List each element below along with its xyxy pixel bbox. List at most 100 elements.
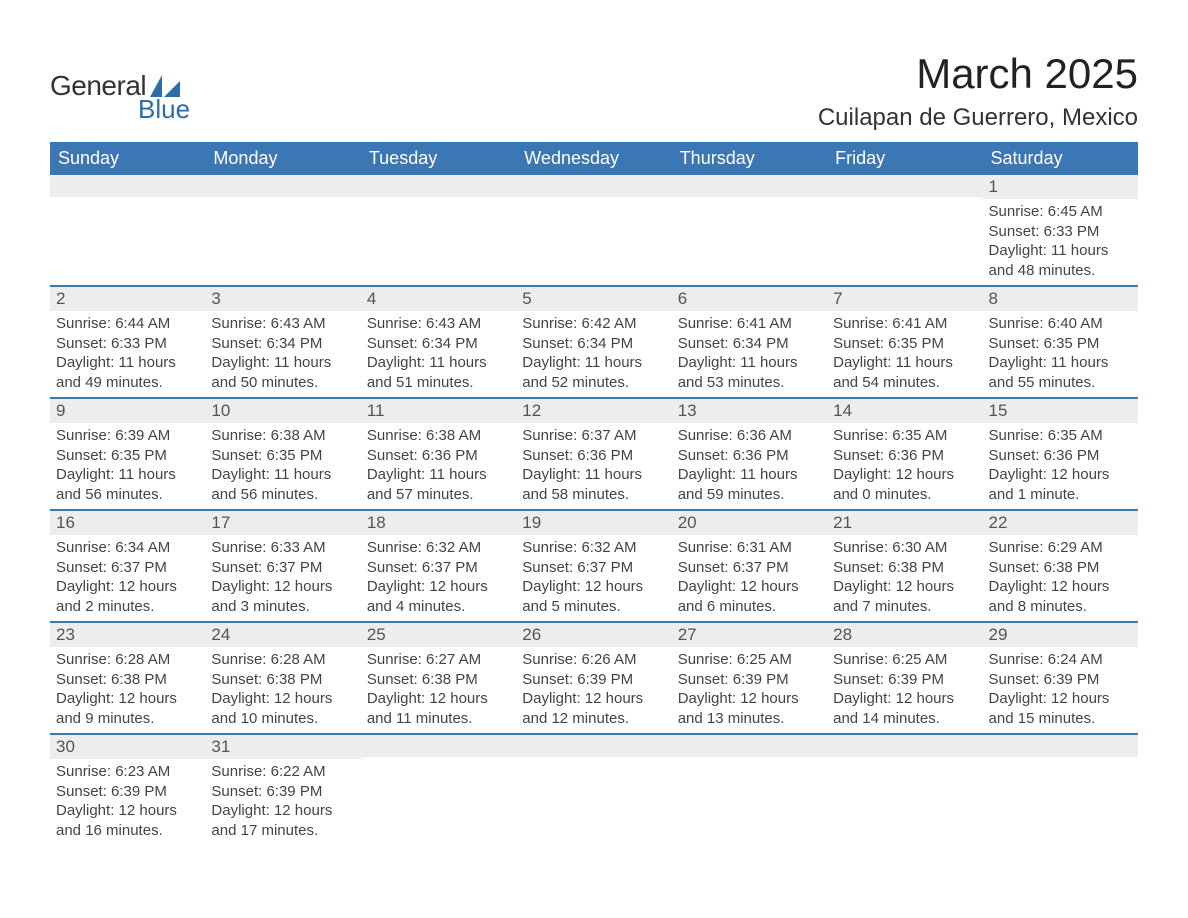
cell-line-sunrise: Sunrise: 6:34 AM — [56, 538, 199, 558]
day-number: 4 — [361, 287, 516, 311]
day-header-saturday: Saturday — [983, 142, 1138, 175]
cell-line-daylight1: Daylight: 12 hours — [833, 689, 976, 709]
day-number — [361, 175, 516, 197]
cell-line-sunset: Sunset: 6:38 PM — [56, 670, 199, 690]
day-number: 21 — [827, 511, 982, 535]
cell-line-sunset: Sunset: 6:33 PM — [989, 222, 1132, 242]
cell-line-sunset: Sunset: 6:38 PM — [211, 670, 354, 690]
cell-body: Sunrise: 6:32 AMSunset: 6:37 PMDaylight:… — [516, 535, 671, 621]
calendar-cell: 16Sunrise: 6:34 AMSunset: 6:37 PMDayligh… — [50, 511, 205, 621]
calendar-cell: 15Sunrise: 6:35 AMSunset: 6:36 PMDayligh… — [983, 399, 1138, 509]
cell-line-daylight1: Daylight: 12 hours — [56, 577, 199, 597]
cell-line-daylight1: Daylight: 11 hours — [211, 353, 354, 373]
cell-line-sunrise: Sunrise: 6:26 AM — [522, 650, 665, 670]
header: General Blue March 2025 Cuilapan de Guer… — [50, 50, 1138, 132]
cell-line-sunrise: Sunrise: 6:41 AM — [833, 314, 976, 334]
cell-body: Sunrise: 6:35 AMSunset: 6:36 PMDaylight:… — [983, 423, 1138, 509]
calendar-week: 1Sunrise: 6:45 AMSunset: 6:33 PMDaylight… — [50, 175, 1138, 285]
day-headers-row: Sunday Monday Tuesday Wednesday Thursday… — [50, 142, 1138, 175]
day-number: 1 — [983, 175, 1138, 199]
day-header-sunday: Sunday — [50, 142, 205, 175]
calendar-cell — [50, 175, 205, 285]
cell-body: Sunrise: 6:25 AMSunset: 6:39 PMDaylight:… — [827, 647, 982, 733]
cell-line-daylight1: Daylight: 12 hours — [211, 577, 354, 597]
day-number — [827, 175, 982, 197]
calendar-cell — [827, 175, 982, 285]
cell-line-daylight1: Daylight: 12 hours — [833, 465, 976, 485]
cell-line-sunrise: Sunrise: 6:35 AM — [989, 426, 1132, 446]
cell-line-sunrise: Sunrise: 6:28 AM — [56, 650, 199, 670]
cell-line-sunset: Sunset: 6:37 PM — [367, 558, 510, 578]
cell-line-sunrise: Sunrise: 6:32 AM — [367, 538, 510, 558]
cell-body: Sunrise: 6:43 AMSunset: 6:34 PMDaylight:… — [361, 311, 516, 397]
cell-body: Sunrise: 6:39 AMSunset: 6:35 PMDaylight:… — [50, 423, 205, 509]
cell-line-sunrise: Sunrise: 6:32 AM — [522, 538, 665, 558]
cell-line-daylight2: and 57 minutes. — [367, 485, 510, 505]
cell-line-sunset: Sunset: 6:38 PM — [833, 558, 976, 578]
cell-line-daylight2: and 1 minute. — [989, 485, 1132, 505]
logo: General Blue — [50, 70, 190, 125]
day-number: 10 — [205, 399, 360, 423]
cell-line-sunrise: Sunrise: 6:24 AM — [989, 650, 1132, 670]
calendar-cell: 29Sunrise: 6:24 AMSunset: 6:39 PMDayligh… — [983, 623, 1138, 733]
weeks-container: 1Sunrise: 6:45 AMSunset: 6:33 PMDaylight… — [50, 175, 1138, 845]
day-number — [50, 175, 205, 197]
cell-line-daylight1: Daylight: 12 hours — [211, 689, 354, 709]
cell-line-sunset: Sunset: 6:39 PM — [678, 670, 821, 690]
cell-line-daylight2: and 16 minutes. — [56, 821, 199, 841]
cell-line-sunset: Sunset: 6:39 PM — [211, 782, 354, 802]
cell-line-daylight1: Daylight: 12 hours — [678, 577, 821, 597]
day-number — [516, 175, 671, 197]
calendar-cell — [672, 175, 827, 285]
day-header-thursday: Thursday — [672, 142, 827, 175]
cell-line-daylight1: Daylight: 12 hours — [367, 577, 510, 597]
calendar-cell — [827, 735, 982, 845]
day-number: 22 — [983, 511, 1138, 535]
cell-line-daylight1: Daylight: 11 hours — [367, 465, 510, 485]
cell-line-sunrise: Sunrise: 6:36 AM — [678, 426, 821, 446]
day-number: 28 — [827, 623, 982, 647]
day-number: 25 — [361, 623, 516, 647]
calendar: Sunday Monday Tuesday Wednesday Thursday… — [50, 142, 1138, 845]
cell-body: Sunrise: 6:38 AMSunset: 6:36 PMDaylight:… — [361, 423, 516, 509]
calendar-cell: 12Sunrise: 6:37 AMSunset: 6:36 PMDayligh… — [516, 399, 671, 509]
cell-line-daylight2: and 5 minutes. — [522, 597, 665, 617]
cell-body: Sunrise: 6:37 AMSunset: 6:36 PMDaylight:… — [516, 423, 671, 509]
cell-line-sunrise: Sunrise: 6:22 AM — [211, 762, 354, 782]
cell-line-daylight2: and 50 minutes. — [211, 373, 354, 393]
day-number: 24 — [205, 623, 360, 647]
cell-line-sunset: Sunset: 6:36 PM — [367, 446, 510, 466]
cell-line-daylight2: and 17 minutes. — [211, 821, 354, 841]
cell-line-sunset: Sunset: 6:33 PM — [56, 334, 199, 354]
cell-line-daylight2: and 11 minutes. — [367, 709, 510, 729]
cell-line-sunset: Sunset: 6:35 PM — [56, 446, 199, 466]
calendar-cell: 5Sunrise: 6:42 AMSunset: 6:34 PMDaylight… — [516, 287, 671, 397]
cell-body: Sunrise: 6:40 AMSunset: 6:35 PMDaylight:… — [983, 311, 1138, 397]
day-number: 18 — [361, 511, 516, 535]
day-number: 6 — [672, 287, 827, 311]
day-number: 26 — [516, 623, 671, 647]
cell-body: Sunrise: 6:29 AMSunset: 6:38 PMDaylight:… — [983, 535, 1138, 621]
cell-line-sunrise: Sunrise: 6:45 AM — [989, 202, 1132, 222]
cell-line-daylight2: and 4 minutes. — [367, 597, 510, 617]
cell-line-daylight1: Daylight: 12 hours — [56, 801, 199, 821]
cell-line-daylight2: and 49 minutes. — [56, 373, 199, 393]
day-number: 5 — [516, 287, 671, 311]
day-number — [361, 735, 516, 757]
cell-line-sunrise: Sunrise: 6:28 AM — [211, 650, 354, 670]
day-header-friday: Friday — [827, 142, 982, 175]
calendar-cell: 25Sunrise: 6:27 AMSunset: 6:38 PMDayligh… — [361, 623, 516, 733]
calendar-cell: 22Sunrise: 6:29 AMSunset: 6:38 PMDayligh… — [983, 511, 1138, 621]
cell-line-sunset: Sunset: 6:36 PM — [989, 446, 1132, 466]
cell-line-daylight2: and 3 minutes. — [211, 597, 354, 617]
cell-line-sunrise: Sunrise: 6:43 AM — [211, 314, 354, 334]
cell-body: Sunrise: 6:44 AMSunset: 6:33 PMDaylight:… — [50, 311, 205, 397]
cell-line-sunset: Sunset: 6:37 PM — [678, 558, 821, 578]
cell-line-daylight1: Daylight: 12 hours — [989, 465, 1132, 485]
calendar-cell — [516, 735, 671, 845]
cell-line-daylight2: and 52 minutes. — [522, 373, 665, 393]
cell-line-sunset: Sunset: 6:35 PM — [989, 334, 1132, 354]
calendar-cell: 4Sunrise: 6:43 AMSunset: 6:34 PMDaylight… — [361, 287, 516, 397]
cell-line-daylight1: Daylight: 11 hours — [522, 353, 665, 373]
calendar-cell: 1Sunrise: 6:45 AMSunset: 6:33 PMDaylight… — [983, 175, 1138, 285]
